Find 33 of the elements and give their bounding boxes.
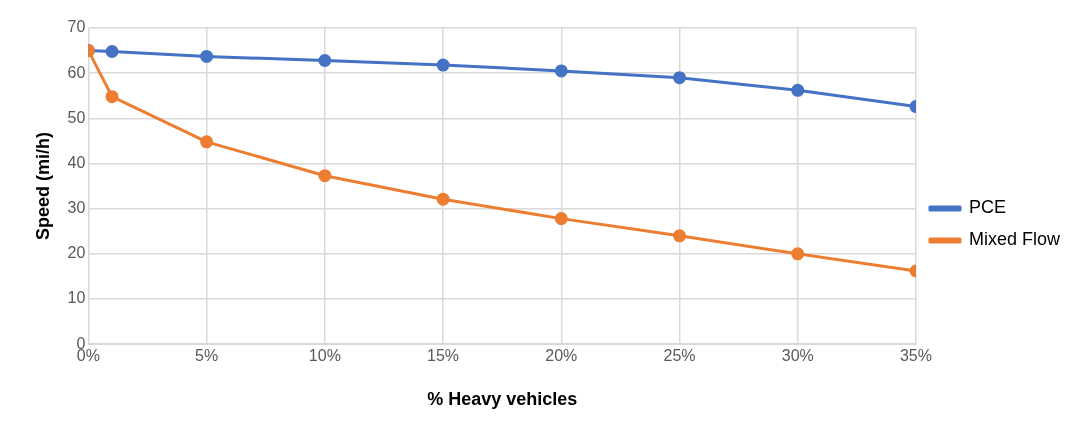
x-tick-label: 0% [76,347,100,365]
point [554,64,568,78]
y-tick-label: 10 [67,289,86,307]
x-tick-label: 30% [781,347,814,365]
legend-label: Mixed Flow [968,229,1061,250]
legend-label: PCE [968,197,1006,218]
x-tick-label: 20% [545,347,578,365]
point [200,135,214,149]
point [673,71,687,85]
point [791,83,805,97]
x-tick-label: 10% [308,347,341,365]
point [436,192,450,206]
x-tick-label: 35% [899,347,932,365]
y-tick-label: 20 [67,244,86,262]
point [318,169,332,183]
point [436,58,450,72]
y-tick-label: 60 [67,63,86,81]
x-tick-label: 25% [663,347,696,365]
y-axis-title: Speed (mi/h) [32,132,53,241]
x-axis-title: % Heavy vehicles [427,389,578,410]
point [105,44,119,58]
y-tick-label: 70 [67,18,86,36]
x-tick-label: 15% [427,347,460,365]
y-tick-label: 50 [67,108,86,126]
point [791,247,805,261]
point [554,212,568,226]
point [105,90,119,104]
point [318,54,332,68]
x-tick-label: 5% [195,347,219,365]
y-tick-label: 30 [67,199,86,217]
point [200,49,214,63]
point [673,229,687,243]
y-tick-label: 40 [67,153,86,171]
